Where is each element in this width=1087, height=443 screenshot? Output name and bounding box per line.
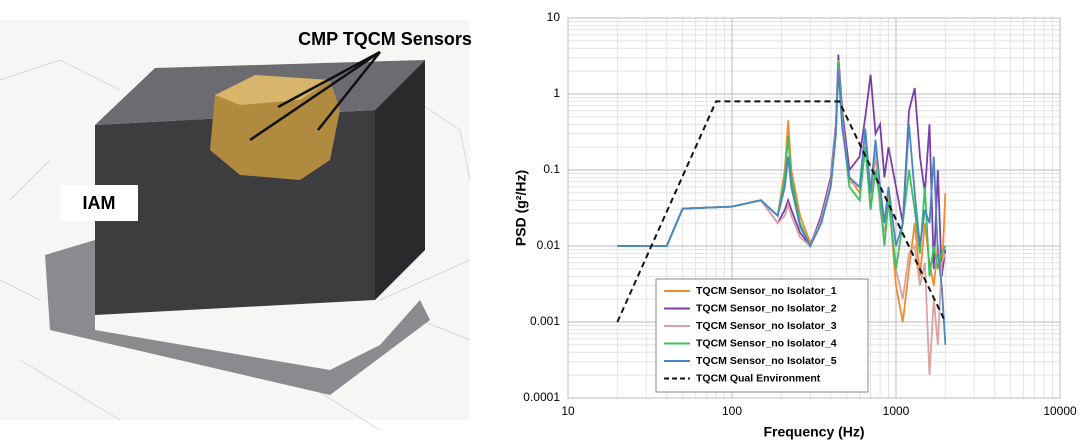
x-tick-label: 10000 bbox=[1043, 404, 1077, 418]
sensor-label: CMP TQCM Sensors bbox=[298, 29, 472, 49]
legend-label: TQCM Sensor_no Isolator_1 bbox=[696, 285, 837, 297]
x-axis-label: Frequency (Hz) bbox=[763, 424, 864, 440]
page: CMP TQCM Sensors IAM 10 100 1000 10000 0.000… bbox=[0, 0, 1087, 443]
figure: CMP TQCM Sensors IAM 10 100 1000 10000 0.000… bbox=[0, 0, 1087, 443]
legend-label: TQCM Sensor_no Isolator_3 bbox=[696, 320, 837, 332]
legend-label: TQCM Qual Environment bbox=[696, 372, 821, 384]
iam-label: IAM bbox=[83, 193, 116, 213]
legend-label: TQCM Sensor_no Isolator_4 bbox=[696, 337, 837, 349]
y-tick-label: 0.1 bbox=[543, 162, 560, 176]
photo: CMP TQCM Sensors IAM bbox=[0, 20, 472, 430]
x-tick-label: 10 bbox=[561, 404, 575, 418]
y-axis-label: PSD (g²/Hz) bbox=[513, 170, 529, 246]
chart: 10 100 1000 10000 0.0001 0.001 0.01 0.1 1 10 Frequ… bbox=[513, 10, 1077, 440]
y-tick-label: 0.01 bbox=[537, 238, 561, 252]
legend-label: TQCM Sensor_no Isolator_5 bbox=[696, 355, 837, 367]
y-tick-label: 1 bbox=[553, 86, 560, 100]
x-tick-label: 100 bbox=[722, 404, 742, 418]
x-tick-label: 1000 bbox=[883, 404, 910, 418]
y-tick-label: 0.0001 bbox=[523, 390, 560, 404]
legend-label: TQCM Sensor_no Isolator_2 bbox=[696, 302, 837, 314]
legend: TQCM Sensor_no Isolator_1 TQCM Sensor_no … bbox=[656, 279, 868, 392]
y-tick-label: 0.001 bbox=[530, 314, 560, 328]
y-tick-label: 10 bbox=[547, 10, 561, 24]
